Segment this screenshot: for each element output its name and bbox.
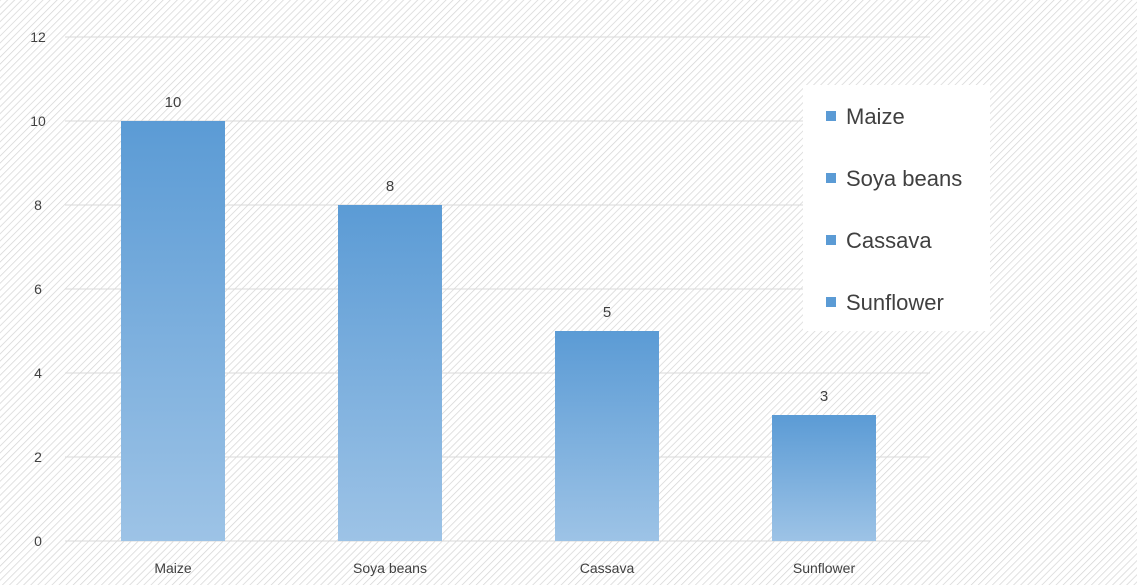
legend-label: Maize bbox=[846, 104, 905, 129]
bar bbox=[121, 121, 225, 541]
legend-item: Soya beans bbox=[826, 166, 962, 191]
legend-item: Maize bbox=[826, 104, 905, 129]
legend-box bbox=[803, 85, 990, 331]
bar bbox=[338, 205, 442, 541]
x-category-label: Soya beans bbox=[353, 560, 427, 576]
bar bbox=[555, 331, 659, 541]
legend-marker bbox=[826, 297, 836, 307]
legend-label: Cassava bbox=[846, 228, 932, 253]
data-label: 3 bbox=[820, 388, 828, 405]
legend-marker bbox=[826, 173, 836, 183]
data-label: 5 bbox=[603, 304, 611, 321]
legend-marker bbox=[826, 235, 836, 245]
data-labels: 10 8 5 3 bbox=[165, 94, 829, 405]
y-tick-label: 6 bbox=[34, 281, 42, 297]
x-category-label: Cassava bbox=[580, 560, 635, 576]
bar bbox=[772, 415, 876, 541]
x-category-label: Sunflower bbox=[793, 560, 856, 576]
y-tick-label: 10 bbox=[30, 113, 46, 129]
y-axis-ticks: 0 2 4 6 8 10 12 bbox=[30, 29, 46, 549]
legend: Maize Soya beans Cassava Sunflower bbox=[803, 85, 990, 331]
y-tick-label: 2 bbox=[34, 449, 42, 465]
y-tick-label: 4 bbox=[34, 365, 42, 381]
legend-marker bbox=[826, 111, 836, 121]
y-tick-label: 8 bbox=[34, 197, 42, 213]
legend-item: Cassava bbox=[826, 228, 932, 253]
legend-label: Soya beans bbox=[846, 166, 962, 191]
y-tick-label: 0 bbox=[34, 533, 42, 549]
legend-item: Sunflower bbox=[826, 290, 944, 315]
data-label: 10 bbox=[165, 94, 182, 111]
y-tick-label: 12 bbox=[30, 29, 46, 45]
legend-label: Sunflower bbox=[846, 290, 944, 315]
bars bbox=[121, 121, 876, 541]
x-category-label: Maize bbox=[154, 560, 192, 576]
x-axis-categories: Maize Soya beans Cassava Sunflower bbox=[154, 560, 855, 576]
data-label: 8 bbox=[386, 178, 394, 195]
